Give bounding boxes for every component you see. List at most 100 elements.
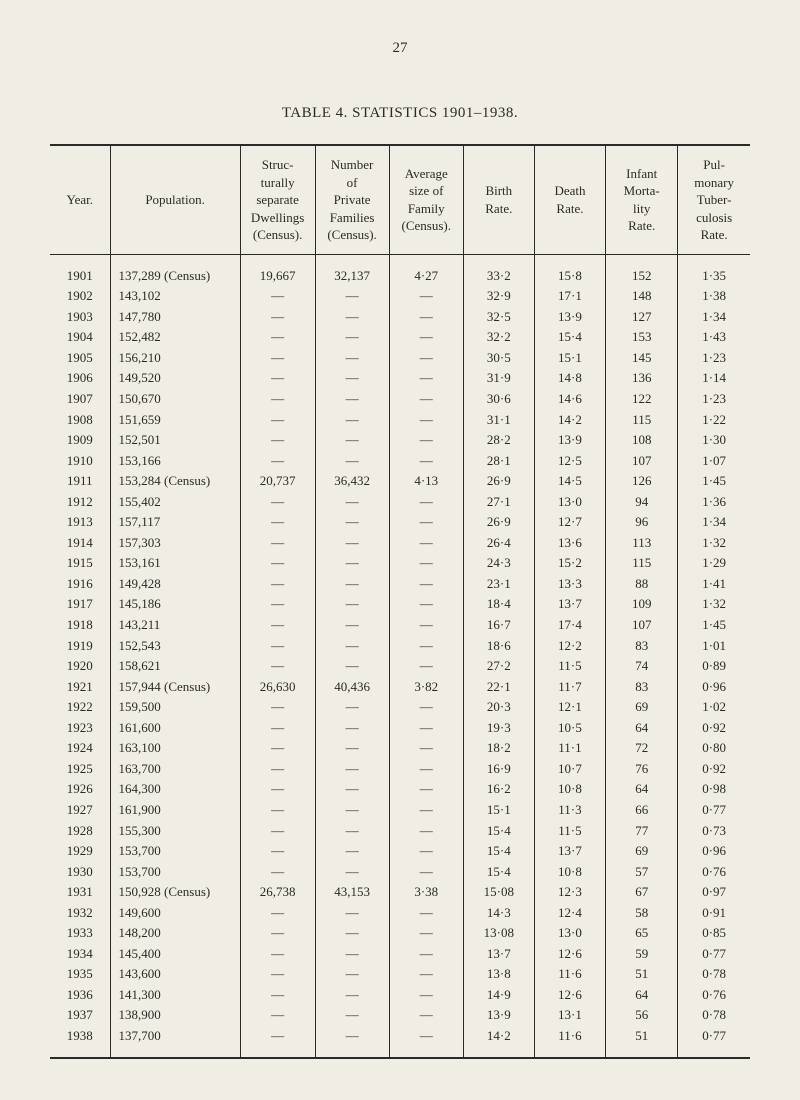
table-cell: 0·78 bbox=[678, 1005, 750, 1026]
table-cell: — bbox=[389, 820, 463, 841]
table-cell: 1·22 bbox=[678, 409, 750, 430]
table-cell: 0·92 bbox=[678, 758, 750, 779]
table-cell: 10·7 bbox=[534, 758, 605, 779]
table-cell: — bbox=[389, 1005, 463, 1026]
table-cell: 149,520 bbox=[110, 368, 240, 389]
table-cell: 66 bbox=[606, 799, 678, 820]
table-cell: 1917 bbox=[50, 594, 110, 615]
table-title: TABLE 4. STATISTICS 1901–1938. bbox=[50, 105, 750, 122]
table-cell: — bbox=[315, 573, 389, 594]
table-cell: 31·9 bbox=[463, 368, 534, 389]
table-cell: 0·73 bbox=[678, 820, 750, 841]
table-cell: 15·4 bbox=[463, 841, 534, 862]
table-cell: 13·7 bbox=[534, 841, 605, 862]
table-cell: 1·01 bbox=[678, 635, 750, 656]
table-cell: 1·38 bbox=[678, 286, 750, 307]
table-cell: 1·32 bbox=[678, 594, 750, 615]
table-row: 1932149,600———14·312·4580·91 bbox=[50, 902, 750, 923]
table-cell: 0·76 bbox=[678, 984, 750, 1005]
table-cell: — bbox=[240, 1005, 315, 1026]
table-cell: 163,700 bbox=[110, 758, 240, 779]
table-cell: — bbox=[389, 347, 463, 368]
table-cell: 0·76 bbox=[678, 861, 750, 882]
table-cell: 127 bbox=[606, 306, 678, 327]
table-cell: 10·5 bbox=[534, 717, 605, 738]
table-cell: — bbox=[389, 327, 463, 348]
table-cell: 64 bbox=[606, 717, 678, 738]
table-cell: 23·1 bbox=[463, 573, 534, 594]
table-cell: 1919 bbox=[50, 635, 110, 656]
table-cell: 159,500 bbox=[110, 697, 240, 718]
table-row: 1927161,900———15·111·3660·77 bbox=[50, 799, 750, 820]
table-cell: 1·29 bbox=[678, 553, 750, 574]
table-cell: — bbox=[240, 286, 315, 307]
table-cell: 88 bbox=[606, 573, 678, 594]
table-cell: — bbox=[240, 615, 315, 636]
table-cell: 115 bbox=[606, 553, 678, 574]
table-cell: 65 bbox=[606, 923, 678, 944]
table-cell: 164,300 bbox=[110, 779, 240, 800]
table-cell: 1·34 bbox=[678, 512, 750, 533]
table-cell: 0·77 bbox=[678, 943, 750, 964]
table-row: 1907150,670———30·614·61221·23 bbox=[50, 389, 750, 410]
table-cell: 113 bbox=[606, 532, 678, 553]
table-cell: — bbox=[315, 430, 389, 451]
table-cell: 150,928 (Census) bbox=[110, 882, 240, 903]
table-cell: 1936 bbox=[50, 984, 110, 1005]
table-row: 1910153,166———28·112·51071·07 bbox=[50, 450, 750, 471]
table-cell: 153 bbox=[606, 327, 678, 348]
table-cell: 1935 bbox=[50, 964, 110, 985]
table-cell: 1921 bbox=[50, 676, 110, 697]
table-cell: 1934 bbox=[50, 943, 110, 964]
table-cell: 19·3 bbox=[463, 717, 534, 738]
table-cell: 26·4 bbox=[463, 532, 534, 553]
table-cell: 64 bbox=[606, 779, 678, 800]
table-row: 1930153,700———15·410·8570·76 bbox=[50, 861, 750, 882]
table-cell: 0·91 bbox=[678, 902, 750, 923]
table-cell: 69 bbox=[606, 841, 678, 862]
table-cell: 1930 bbox=[50, 861, 110, 882]
table-cell: 11·3 bbox=[534, 799, 605, 820]
table-cell: 1906 bbox=[50, 368, 110, 389]
table-row: 1909152,501———28·213·91081·30 bbox=[50, 430, 750, 451]
table-cell: — bbox=[315, 532, 389, 553]
table-cell: 0·85 bbox=[678, 923, 750, 944]
table-cell: 15·4 bbox=[534, 327, 605, 348]
table-row: 1929153,700———15·413·7690·96 bbox=[50, 841, 750, 862]
column-header: Population. bbox=[110, 145, 240, 254]
table-cell: — bbox=[315, 635, 389, 656]
table-cell: 143,600 bbox=[110, 964, 240, 985]
table-row: 1902143,102———32·917·11481·38 bbox=[50, 286, 750, 307]
table-cell: — bbox=[315, 820, 389, 841]
table-cell: 12·5 bbox=[534, 450, 605, 471]
table-cell: 1·30 bbox=[678, 430, 750, 451]
table-cell: 1904 bbox=[50, 327, 110, 348]
table-cell: 141,300 bbox=[110, 984, 240, 1005]
table-cell: 12·4 bbox=[534, 902, 605, 923]
table-cell: — bbox=[389, 656, 463, 677]
table-cell: 24·3 bbox=[463, 553, 534, 574]
table-cell: 1902 bbox=[50, 286, 110, 307]
table-cell: — bbox=[240, 532, 315, 553]
table-cell: — bbox=[389, 430, 463, 451]
table-cell: — bbox=[315, 799, 389, 820]
table-cell: — bbox=[389, 635, 463, 656]
table-cell: — bbox=[389, 491, 463, 512]
table-cell: 1929 bbox=[50, 841, 110, 862]
table-cell: 3·38 bbox=[389, 882, 463, 903]
table-cell: 11·7 bbox=[534, 676, 605, 697]
table-cell: 13·7 bbox=[534, 594, 605, 615]
table-cell: 11·1 bbox=[534, 738, 605, 759]
table-cell: 14·8 bbox=[534, 368, 605, 389]
table-cell: — bbox=[389, 409, 463, 430]
table-cell: 94 bbox=[606, 491, 678, 512]
table-cell: — bbox=[389, 450, 463, 471]
table-cell: 1913 bbox=[50, 512, 110, 533]
table-row: 1908151,659———31·114·21151·22 bbox=[50, 409, 750, 430]
table-cell: 147,780 bbox=[110, 306, 240, 327]
table-row: 1920158,621———27·211·5740·89 bbox=[50, 656, 750, 677]
table-cell: — bbox=[240, 738, 315, 759]
table-row: 1904152,482———32·215·41531·43 bbox=[50, 327, 750, 348]
table-row: 1936141,300———14·912·6640·76 bbox=[50, 984, 750, 1005]
table-cell: — bbox=[315, 1025, 389, 1057]
